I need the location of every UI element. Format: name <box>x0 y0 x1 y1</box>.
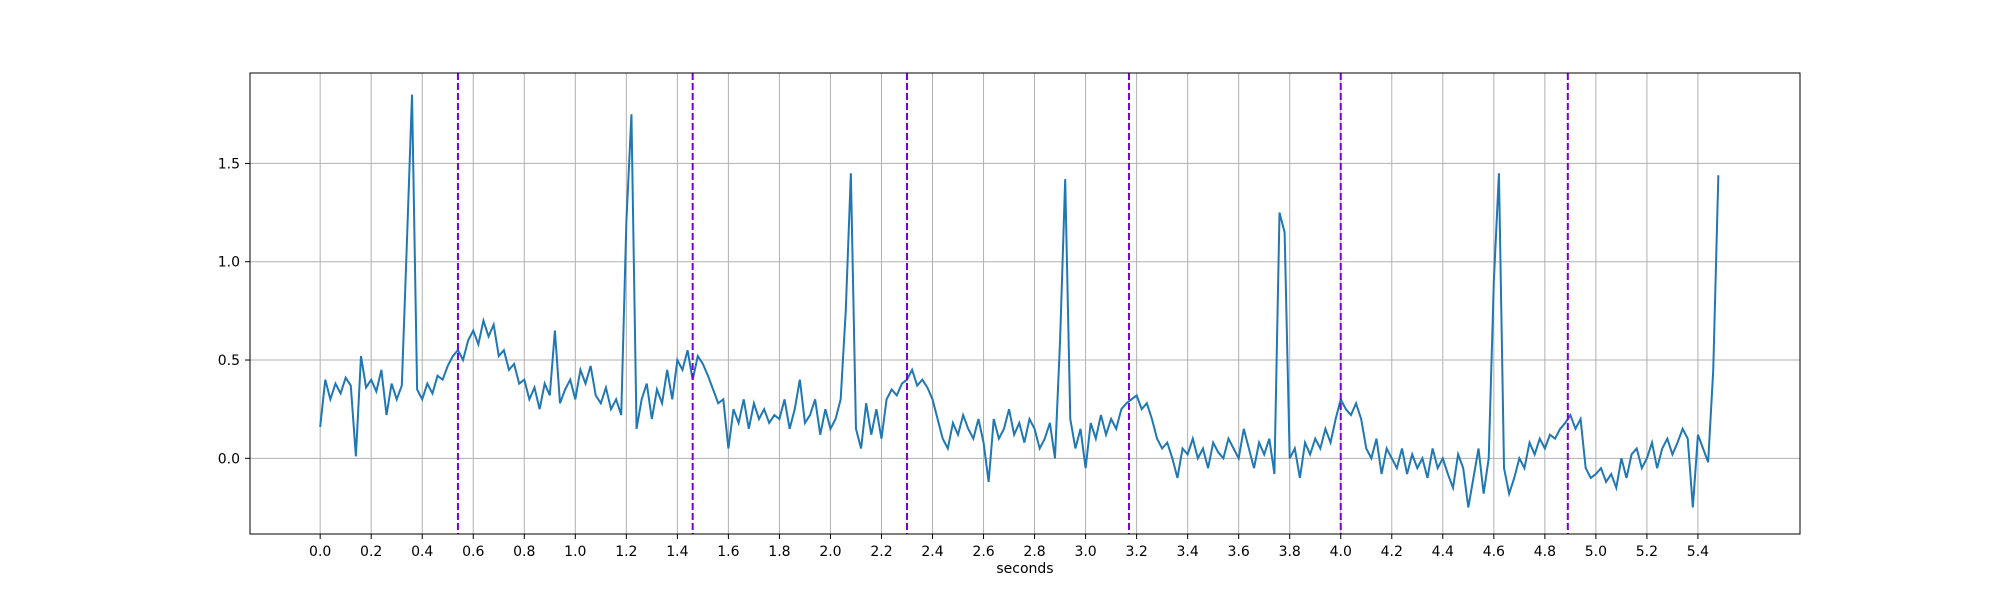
x-tick-label: 4.6 <box>1483 544 1505 560</box>
x-tick-label: 0.0 <box>309 544 331 560</box>
x-tick-label: 3.6 <box>1228 544 1250 560</box>
x-tick-label: 2.8 <box>1023 544 1045 560</box>
x-tick-label: 2.2 <box>870 544 892 560</box>
x-tick-label: 5.2 <box>1636 544 1658 560</box>
x-tick-label: 4.4 <box>1432 544 1454 560</box>
x-tick-label: 0.2 <box>360 544 382 560</box>
x-tick-label: 5.0 <box>1585 544 1607 560</box>
x-tick-label: 4.0 <box>1330 544 1352 560</box>
y-tick-label: 0.5 <box>218 353 240 369</box>
x-tick-label: 0.4 <box>411 544 433 560</box>
x-tick-label: 1.8 <box>768 544 790 560</box>
y-tick-label: 1.5 <box>218 156 240 172</box>
x-tick-label: 0.8 <box>513 544 535 560</box>
y-tick-label: 1.0 <box>218 255 240 271</box>
x-tick-label: 3.8 <box>1279 544 1301 560</box>
x-tick-label: 2.6 <box>972 544 994 560</box>
x-tick-label: 5.4 <box>1687 544 1709 560</box>
x-tick-label: 2.0 <box>819 544 841 560</box>
x-tick-label: 3.4 <box>1177 544 1199 560</box>
signal-line <box>319 94 1720 508</box>
x-tick-label: 3.0 <box>1074 544 1096 560</box>
x-tick-label: 2.4 <box>921 544 943 560</box>
x-axis-label: seconds <box>996 561 1053 577</box>
x-tick-label: 0.6 <box>462 544 484 560</box>
x-tick-label: 1.6 <box>717 544 739 560</box>
x-tick-label: 4.8 <box>1534 544 1556 560</box>
x-tick-label: 1.4 <box>666 544 688 560</box>
x-tick-label: 4.2 <box>1381 544 1403 560</box>
x-tick-label: 1.0 <box>564 544 586 560</box>
x-tick-label: 1.2 <box>615 544 637 560</box>
plot-frame <box>249 72 1801 535</box>
y-tick-label: 0.0 <box>218 451 240 467</box>
x-tick-label: 3.2 <box>1125 544 1147 560</box>
